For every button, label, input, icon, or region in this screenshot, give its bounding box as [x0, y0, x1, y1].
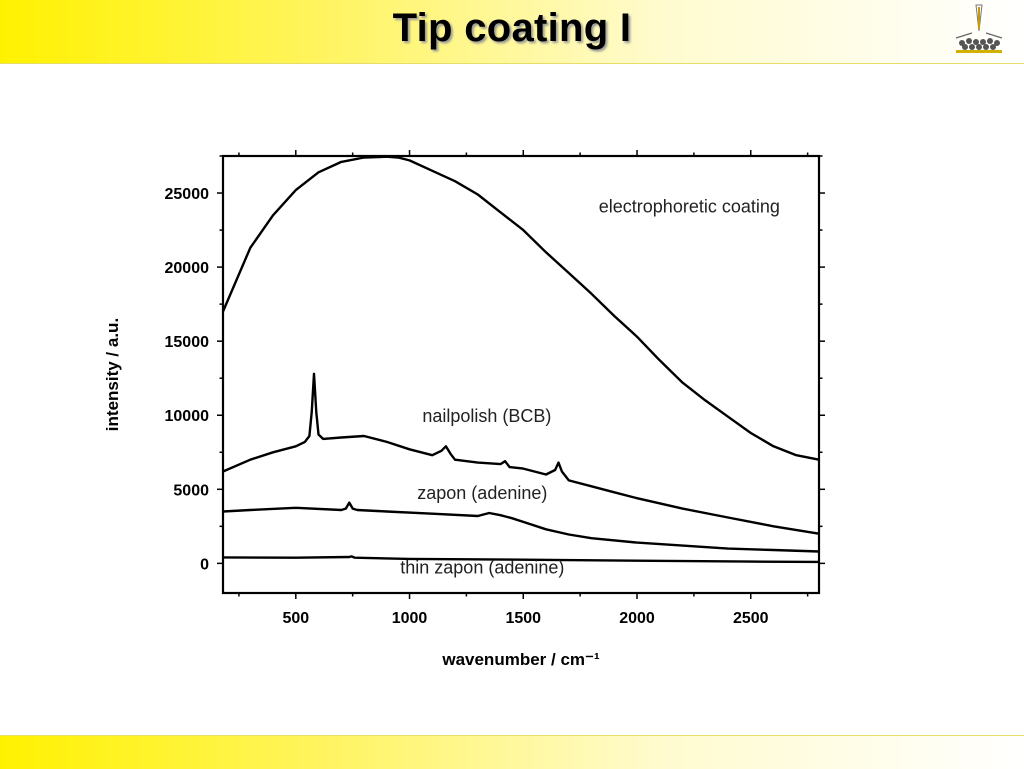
slide-title: Tip coating I	[392, 6, 632, 50]
title-banner: Tip coating I	[0, 0, 1024, 64]
series-line-1	[222, 372, 820, 535]
series-line-2	[222, 501, 820, 553]
y-tick-label: 15000	[165, 334, 210, 351]
y-tick-label: 0	[200, 556, 209, 573]
plot-area-frame	[221, 154, 821, 595]
series-line-0	[221, 155, 820, 461]
x-tick-label: 1500	[505, 610, 541, 627]
y-tick-label: 5000	[173, 482, 209, 499]
series-label-3: thin zapon (adenine)	[400, 558, 564, 578]
x-tick-label: 2500	[733, 610, 769, 627]
y-tick-label: 20000	[165, 260, 210, 277]
x-tick-label: 1000	[392, 610, 428, 627]
series-line-3	[222, 555, 820, 564]
y-tick-label: 25000	[165, 186, 210, 203]
series-label-2: zapon (adenine)	[417, 483, 547, 503]
y-axis-title: intensity / a.u.	[103, 318, 122, 431]
footer-banner	[0, 735, 1024, 769]
x-axis-title: wavenumber / cm⁻¹	[441, 650, 600, 669]
series-label-1: nailpolish (BCB)	[422, 406, 551, 426]
y-tick-label: 10000	[165, 408, 210, 425]
x-tick-label: 2000	[619, 610, 655, 627]
series-label-0: electrophoretic coating	[599, 196, 780, 216]
x-tick-label: 500	[282, 610, 309, 627]
stm-tip-logo-icon	[955, 4, 1003, 53]
